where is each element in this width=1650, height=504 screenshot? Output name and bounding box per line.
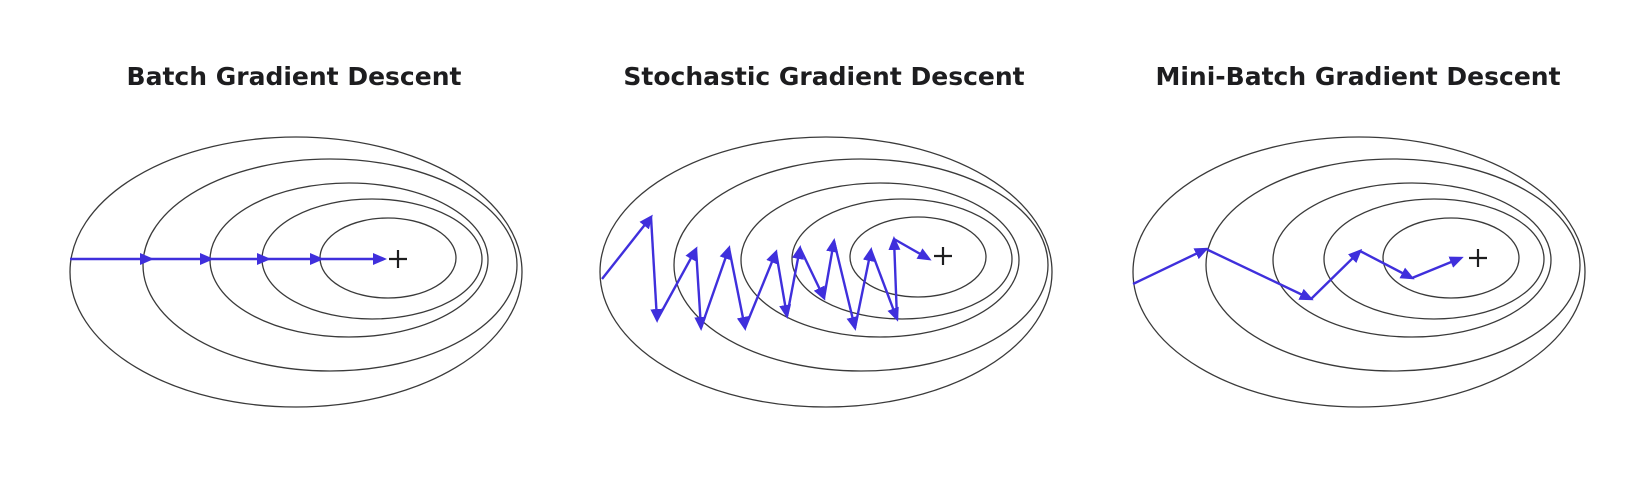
contour-ring-5 — [849, 216, 987, 298]
contour-ring-4 — [1323, 198, 1545, 320]
descent-step-arrow — [699, 245, 732, 329]
contour-ring-4 — [791, 198, 1013, 320]
descent-step-arrow — [1205, 247, 1314, 301]
contour-ring-3 — [1272, 182, 1552, 338]
descent-path — [601, 214, 932, 331]
contour-lines — [69, 136, 523, 408]
descent-step-arrow — [853, 247, 875, 329]
descent-step-arrow — [798, 247, 826, 301]
descent-step-arrow — [694, 248, 707, 331]
contour-ring-1 — [1132, 136, 1586, 408]
contour-ring-2 — [142, 158, 518, 372]
minimum-marker — [934, 247, 952, 265]
descent-step-arrow — [774, 251, 792, 319]
descent-step-arrow — [893, 237, 932, 261]
descent-step-arrow — [601, 214, 653, 280]
descent-step-arrow — [822, 238, 839, 299]
descent-step-arrow — [1359, 249, 1415, 280]
panel-mini-batch — [1132, 136, 1586, 408]
contour-ring-2 — [673, 158, 1049, 372]
descent-step-arrow — [727, 247, 749, 331]
panel-title-batch: Batch Gradient Descent — [126, 62, 462, 91]
descent-step-arrow — [832, 240, 859, 331]
contour-ring-5 — [1382, 217, 1520, 299]
descent-step-arrow — [869, 249, 899, 322]
descent-step-arrow — [649, 216, 663, 323]
descent-step-arrow — [655, 246, 698, 321]
descent-step-arrow — [1132, 247, 1209, 286]
minimum-marker — [389, 250, 407, 268]
contour-ring-1 — [69, 136, 523, 408]
panel-stochastic — [599, 136, 1053, 408]
contour-ring-2 — [1205, 158, 1581, 372]
descent-step-arrow — [1411, 256, 1464, 280]
panel-batch — [69, 136, 523, 408]
contour-ring-3 — [740, 182, 1020, 338]
minimum-marker — [1469, 249, 1487, 267]
panel-title-mini-batch: Mini-Batch Gradient Descent — [1155, 62, 1561, 91]
contour-ring-1 — [599, 136, 1053, 408]
contour-lines — [1132, 136, 1586, 408]
panel-title-stochastic: Stochastic Gradient Descent — [623, 62, 1025, 91]
descent-step-arrow — [785, 245, 804, 317]
descent-step-arrow — [743, 249, 778, 329]
descent-step-arrow — [1310, 248, 1363, 300]
contour-lines — [599, 136, 1053, 408]
descent-path — [1132, 247, 1464, 301]
descent-step-arrow — [888, 236, 901, 320]
